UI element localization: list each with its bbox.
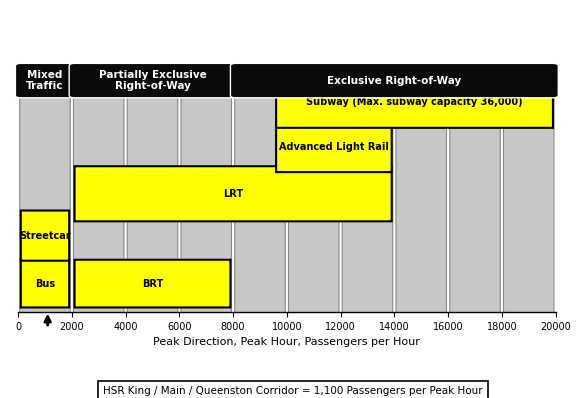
Text: Streetcar: Streetcar bbox=[19, 230, 71, 241]
Text: Subway (Max. subway capacity 36,000): Subway (Max. subway capacity 36,000) bbox=[306, 96, 523, 107]
Text: Mixed
Traffic: Mixed Traffic bbox=[26, 70, 64, 92]
FancyBboxPatch shape bbox=[503, 62, 554, 313]
FancyBboxPatch shape bbox=[74, 166, 391, 221]
Text: Advanced Light Rail: Advanced Light Rail bbox=[279, 142, 389, 152]
FancyBboxPatch shape bbox=[15, 63, 74, 98]
FancyBboxPatch shape bbox=[73, 62, 124, 313]
FancyBboxPatch shape bbox=[69, 63, 236, 98]
FancyBboxPatch shape bbox=[181, 62, 231, 313]
X-axis label: Peak Direction, Peak Hour, Passengers per Hour: Peak Direction, Peak Hour, Passengers pe… bbox=[154, 337, 420, 347]
Text: BRT: BRT bbox=[142, 279, 163, 289]
FancyBboxPatch shape bbox=[230, 63, 558, 98]
FancyBboxPatch shape bbox=[127, 62, 178, 313]
FancyBboxPatch shape bbox=[276, 75, 553, 128]
FancyBboxPatch shape bbox=[20, 62, 70, 313]
Text: Partially Exclusive
Right-of-Way: Partially Exclusive Right-of-Way bbox=[98, 70, 206, 92]
FancyBboxPatch shape bbox=[21, 260, 69, 308]
Text: HSR King / Main / Queenston Corridor = 1,100 Passengers per Peak Hour: HSR King / Main / Queenston Corridor = 1… bbox=[103, 386, 483, 396]
FancyBboxPatch shape bbox=[276, 122, 391, 172]
Text: LRT: LRT bbox=[223, 189, 243, 199]
FancyBboxPatch shape bbox=[449, 62, 500, 313]
FancyBboxPatch shape bbox=[396, 62, 447, 313]
FancyBboxPatch shape bbox=[342, 62, 393, 313]
Text: Exclusive Right-of-Way: Exclusive Right-of-Way bbox=[327, 76, 462, 86]
FancyBboxPatch shape bbox=[74, 260, 230, 308]
Text: Bus: Bus bbox=[35, 279, 55, 289]
FancyBboxPatch shape bbox=[288, 62, 339, 313]
FancyBboxPatch shape bbox=[235, 62, 285, 313]
FancyBboxPatch shape bbox=[21, 211, 69, 261]
